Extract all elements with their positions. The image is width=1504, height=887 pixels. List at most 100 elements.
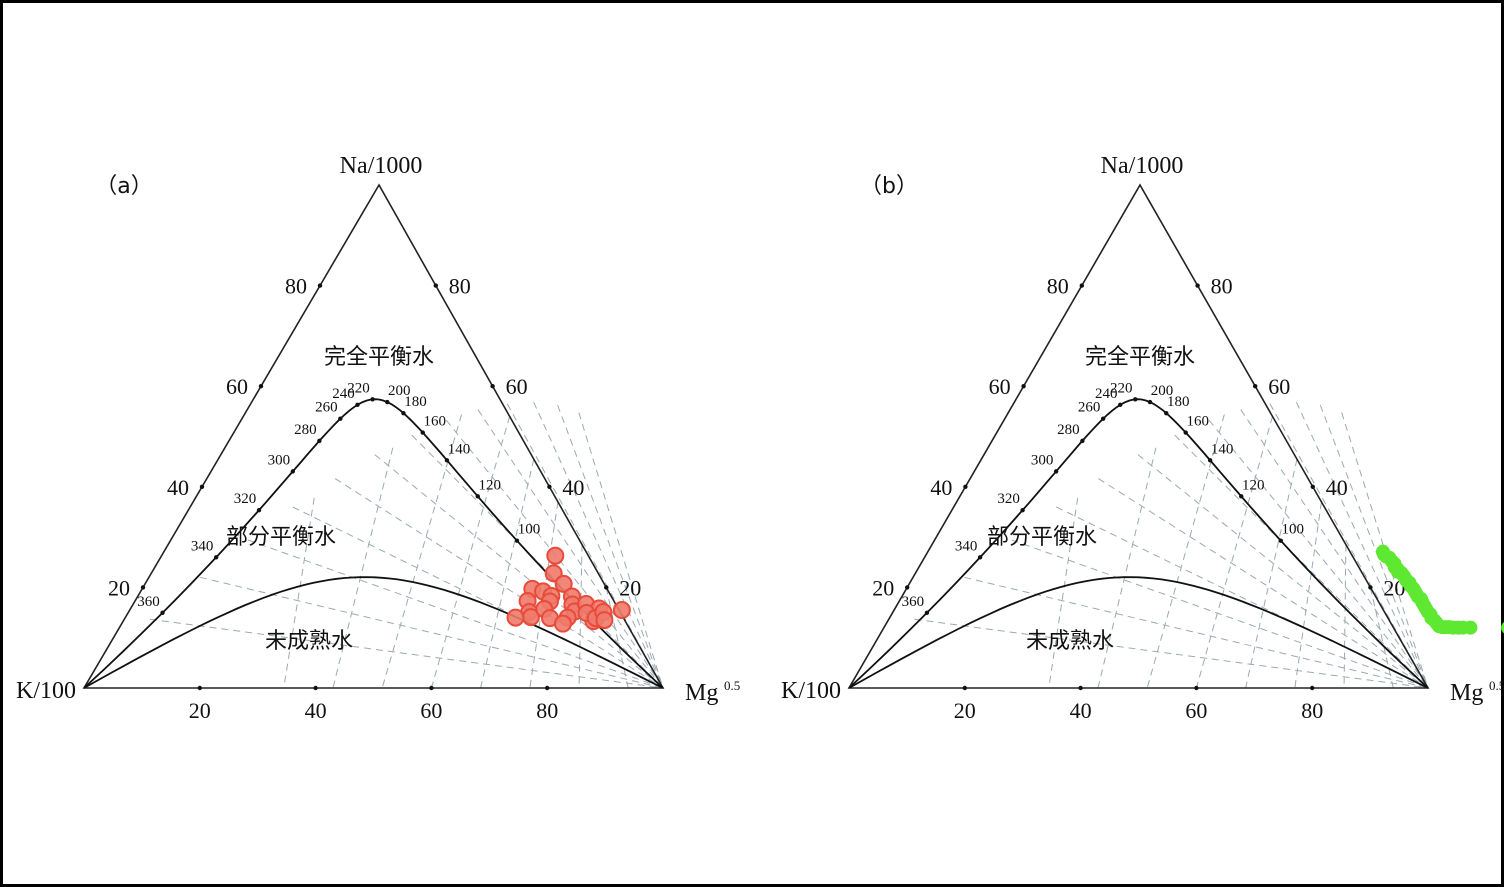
temperature-dot (256, 508, 262, 513)
temperature-label: 240 (332, 386, 355, 402)
temperature-label: 340 (955, 538, 978, 554)
data-point (506, 608, 525, 627)
temperature-dot (1164, 410, 1169, 416)
grid-line (480, 459, 535, 689)
data-point (553, 614, 572, 633)
temperature-label: 120 (479, 477, 502, 493)
left-tick (1021, 384, 1026, 389)
temperature-label: 240 (1095, 386, 1118, 402)
temperature-label: 340 (191, 538, 214, 554)
temperature-label: 220 (1110, 380, 1133, 396)
grid-line (1343, 544, 1347, 689)
temperature-label: 120 (1242, 477, 1265, 493)
temperature-label: 260 (1078, 400, 1101, 416)
ternary-triangle (847, 183, 1430, 689)
left-tick (199, 484, 205, 489)
bottom-tick-label: 60 (420, 698, 442, 723)
temperature-dot (444, 458, 450, 463)
grid-line (605, 587, 629, 689)
bottom-tick (1194, 685, 1199, 691)
grid-line (914, 618, 1429, 689)
apex-label-na: Na/1000 (1101, 153, 1184, 179)
panel-label: （b） (860, 174, 918, 199)
grid-line (332, 447, 394, 689)
right-tick (490, 384, 495, 389)
left-tick-label: 80 (1047, 274, 1069, 299)
grid-line (374, 454, 664, 689)
bottom-tick (1310, 685, 1315, 691)
right-tick-label: 80 (449, 274, 471, 299)
right-tick-label: 20 (619, 575, 641, 600)
data-point (1501, 621, 1504, 634)
temperature-dot (475, 494, 480, 499)
bottom-tick-label: 60 (1185, 698, 1207, 723)
apex-label-mg: Mg (1450, 680, 1483, 706)
left-tick (140, 585, 146, 590)
grid-line (334, 478, 664, 689)
temperature-label: 260 (315, 400, 338, 416)
temperature-label: 180 (1167, 394, 1190, 410)
grid-line (578, 412, 664, 689)
immature-boundary-curve (83, 576, 664, 689)
left-tick-label: 80 (285, 274, 307, 299)
grid-line (292, 506, 664, 689)
temperature-dot (977, 555, 983, 560)
bottom-tick (313, 685, 318, 691)
bottom-tick-label: 80 (536, 698, 558, 723)
bottom-tick (1078, 685, 1083, 691)
right-tick (433, 283, 438, 288)
grid-line (1097, 447, 1157, 689)
temperature-dot (1147, 399, 1153, 405)
temperature-dot (213, 555, 219, 560)
temperature-dot (1207, 458, 1213, 463)
grid-line (477, 409, 664, 689)
grid-line (1056, 506, 1429, 689)
temperature-dot (1053, 469, 1059, 474)
temperature-dot (1080, 438, 1085, 444)
grid-line (1269, 403, 1429, 689)
data-point (546, 546, 565, 565)
left-tick (258, 384, 264, 389)
temperature-dot (160, 610, 165, 615)
grid-line (1295, 401, 1429, 689)
apex-label-mg-sup: 0.5 (724, 678, 740, 693)
region-full-equilibrium: 完全平衡水 (324, 345, 434, 370)
left-tick-label: 40 (930, 475, 952, 500)
apex-label-k: K/100 (16, 678, 76, 704)
right-tick-label: 40 (1326, 475, 1348, 500)
left-tick (905, 585, 910, 590)
ternary-triangle (82, 183, 665, 689)
apex-label-na: Na/1000 (340, 153, 423, 179)
temperature-label: 100 (518, 522, 541, 538)
left-tick-label: 20 (108, 575, 130, 600)
temperature-label: 200 (1151, 383, 1174, 399)
grid-line (964, 576, 1429, 689)
temperature-label: 360 (137, 594, 160, 610)
left-tick-label: 20 (872, 575, 894, 600)
temperature-label: 320 (234, 491, 257, 507)
temperature-dot (1183, 430, 1188, 435)
temperature-dot (338, 416, 343, 421)
bottom-tick (429, 685, 434, 691)
temperature-label: 100 (1282, 522, 1305, 538)
bottom-tick-label: 20 (954, 698, 976, 723)
bottom-tick (962, 685, 967, 691)
temperature-dot (420, 430, 425, 435)
immature-boundary-curve (848, 576, 1429, 689)
bottom-tick-label: 80 (1301, 698, 1323, 723)
region-partial-equilibrium: 部分平衡水 (987, 525, 1097, 550)
grid-line (200, 576, 664, 689)
temperature-label: 140 (1211, 441, 1234, 457)
temperature-dot (370, 397, 375, 402)
region-immature: 未成熟水 (265, 629, 353, 654)
left-tick-label: 60 (226, 374, 248, 399)
temperature-dot (1239, 494, 1244, 499)
temperature-dot (1020, 508, 1025, 513)
right-tick (1253, 384, 1258, 389)
bottom-tick-label: 40 (1070, 698, 1092, 723)
right-tick-label: 80 (1211, 274, 1233, 299)
